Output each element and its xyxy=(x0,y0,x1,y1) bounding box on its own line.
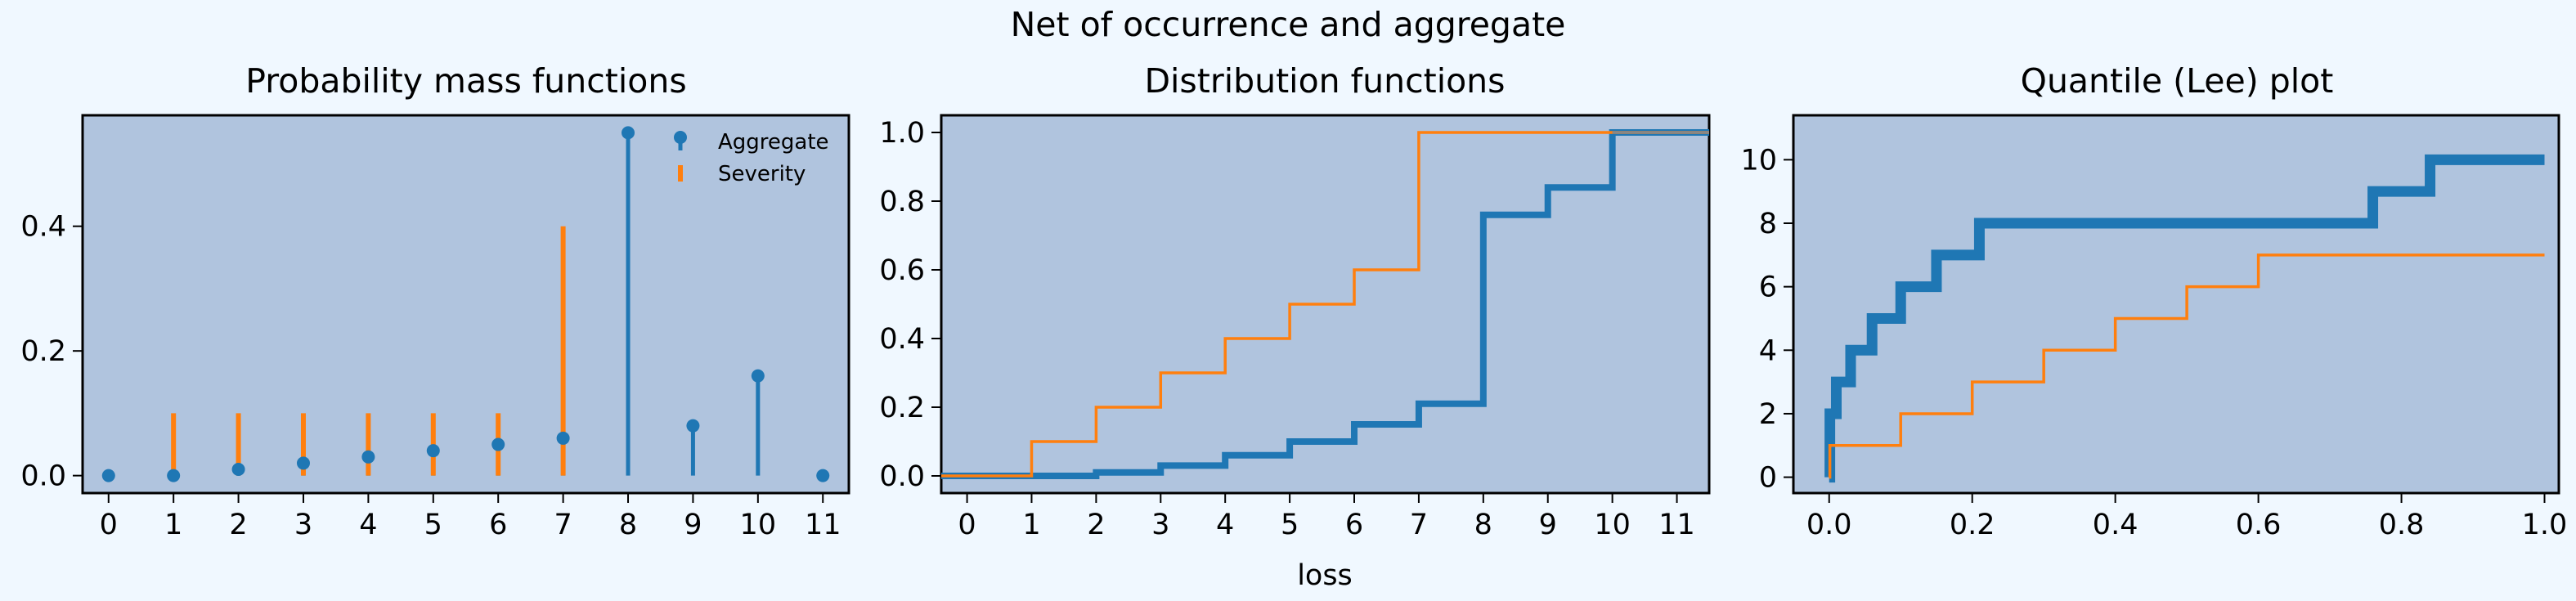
pmf-xtick-label: 10 xyxy=(740,509,777,541)
pmf-xtick-label: 0 xyxy=(100,509,118,541)
panel-pmf-plot-area xyxy=(81,114,850,495)
pmf-ytick-label: 0.0 xyxy=(20,460,66,493)
quantile-ytick-label: 4 xyxy=(1759,334,1777,367)
pmf-xtick-label: 4 xyxy=(359,509,377,541)
cdf-xtick-label: 10 xyxy=(1594,509,1631,541)
panel-quantile-yticks: 0 2 4 6 8 10 xyxy=(1740,144,1793,495)
panel-pmf-yticks: 0.0 0.2 0.4 xyxy=(20,211,83,493)
cdf-xtick-label: 3 xyxy=(1151,509,1169,541)
quantile-ytick-label: 10 xyxy=(1740,144,1777,177)
aggregate-point xyxy=(167,469,181,482)
panel-cdf-marks xyxy=(941,129,1709,479)
pmf-xtick-label: 5 xyxy=(424,509,442,541)
cdf-ytick-label: 0.4 xyxy=(879,323,925,356)
panel-pmf-xticks: 0 1 2 3 4 5 6 7 8 9 10 11 xyxy=(100,493,841,541)
cdf-xtick-label: 5 xyxy=(1281,509,1299,541)
quantile-ytick-label: 8 xyxy=(1759,208,1777,240)
aggregate-point xyxy=(101,469,115,482)
cdf-xtick-label: 9 xyxy=(1539,509,1557,541)
pmf-ytick-label: 0.2 xyxy=(20,335,66,368)
cdf-ytick-label: 1.0 xyxy=(879,117,925,150)
cdf-xtick-label: 2 xyxy=(1087,509,1105,541)
aggregate-quantile-line xyxy=(1824,154,2545,483)
pmf-xtick-label: 8 xyxy=(619,509,637,541)
aggregate-point xyxy=(491,437,505,451)
cdf-ytick-label: 0.2 xyxy=(879,392,925,424)
aggregate-point xyxy=(231,463,245,477)
panel-cdf-xticks: 0 1 2 3 4 5 6 7 8 9 10 11 xyxy=(958,493,1695,541)
cdf-xtick-label: 6 xyxy=(1345,509,1363,541)
aggregate-point xyxy=(686,419,700,433)
aggregate-point xyxy=(751,369,765,383)
cdf-xtick-label: 0 xyxy=(958,509,976,541)
panel-pmf-legend: Aggregate Severity xyxy=(674,130,829,186)
aggregate-point xyxy=(426,444,440,458)
panel-quantile-plot-area xyxy=(1792,114,2560,495)
aggregate-point xyxy=(556,431,570,445)
cdf-xtick-label: 1 xyxy=(1022,509,1040,541)
quantile-xtick-label: 1.0 xyxy=(2522,509,2568,541)
cdf-xtick-label: 7 xyxy=(1410,509,1428,541)
quantile-xtick-label: 0.8 xyxy=(2379,509,2425,541)
pmf-xtick-label: 2 xyxy=(229,509,247,541)
severity-quantile-line xyxy=(1828,253,2545,479)
cdf-ytick-label: 0.8 xyxy=(879,186,925,218)
panel-pmf-title: Probability mass functions xyxy=(245,61,686,101)
aggregate-point xyxy=(296,456,310,470)
pmf-xtick-label: 6 xyxy=(489,509,507,541)
aggregate-point xyxy=(816,469,830,482)
panel-quantile-marks xyxy=(1824,154,2545,483)
aggregate-cdf-line xyxy=(941,129,1709,479)
quantile-xtick-label: 0.6 xyxy=(2236,509,2282,541)
severity-cdf-line xyxy=(941,131,1709,478)
pmf-xtick-label: 9 xyxy=(684,509,702,541)
legend-aggregate-marker xyxy=(674,131,687,144)
aggregate-point xyxy=(361,450,375,464)
panel-cdf-yticks: 0.0 0.2 0.4 0.6 0.8 1.0 xyxy=(879,117,941,493)
panel-cdf-title: Distribution functions xyxy=(1144,61,1505,101)
aggregate-point xyxy=(622,126,635,140)
quantile-xtick-label: 0.4 xyxy=(2093,509,2138,541)
legend-aggregate-label: Aggregate xyxy=(718,130,829,155)
quantile-ytick-label: 6 xyxy=(1759,271,1777,304)
pmf-xtick-label: 11 xyxy=(805,509,841,541)
panel-quantile-title: Quantile (Lee) plot xyxy=(2021,61,2334,101)
pmf-xtick-label: 1 xyxy=(164,509,182,541)
quantile-ytick-label: 2 xyxy=(1759,398,1777,431)
panel-cdf: Distribution functions 0 1 2 3 4 5 6 7 8 9 10 11 0.… xyxy=(879,61,1711,592)
legend-severity-label: Severity xyxy=(718,162,806,186)
cdf-xtick-label: 8 xyxy=(1474,509,1492,541)
panel-quantile: Quantile (Lee) plot 0.0 0.2 0.4 0.6 0.8 1.0 0… xyxy=(1740,61,2567,541)
cdf-ytick-label: 0.0 xyxy=(879,460,925,493)
panel-pmf: Probability mass functions 0 1 2 3 4 5 6 7 8 9 10 1… xyxy=(20,61,850,541)
panel-quantile-xticks: 0.0 0.2 0.4 0.6 0.8 1.0 xyxy=(1806,493,2567,541)
cdf-xtick-label: 4 xyxy=(1216,509,1234,541)
pmf-xtick-label: 3 xyxy=(294,509,312,541)
panel-pmf-marks xyxy=(101,126,830,482)
cdf-xtick-label: 11 xyxy=(1658,509,1695,541)
figure-suptitle: Net of occurrence and aggregate xyxy=(1011,5,1566,44)
pmf-xtick-label: 7 xyxy=(554,509,572,541)
panel-cdf-xlabel: loss xyxy=(1297,559,1353,592)
quantile-xtick-label: 0.0 xyxy=(1806,509,1852,541)
pmf-ytick-label: 0.4 xyxy=(20,211,66,244)
quantile-xtick-label: 0.2 xyxy=(1950,509,1995,541)
quantile-ytick-label: 0 xyxy=(1759,462,1777,495)
cdf-ytick-label: 0.6 xyxy=(879,254,925,287)
